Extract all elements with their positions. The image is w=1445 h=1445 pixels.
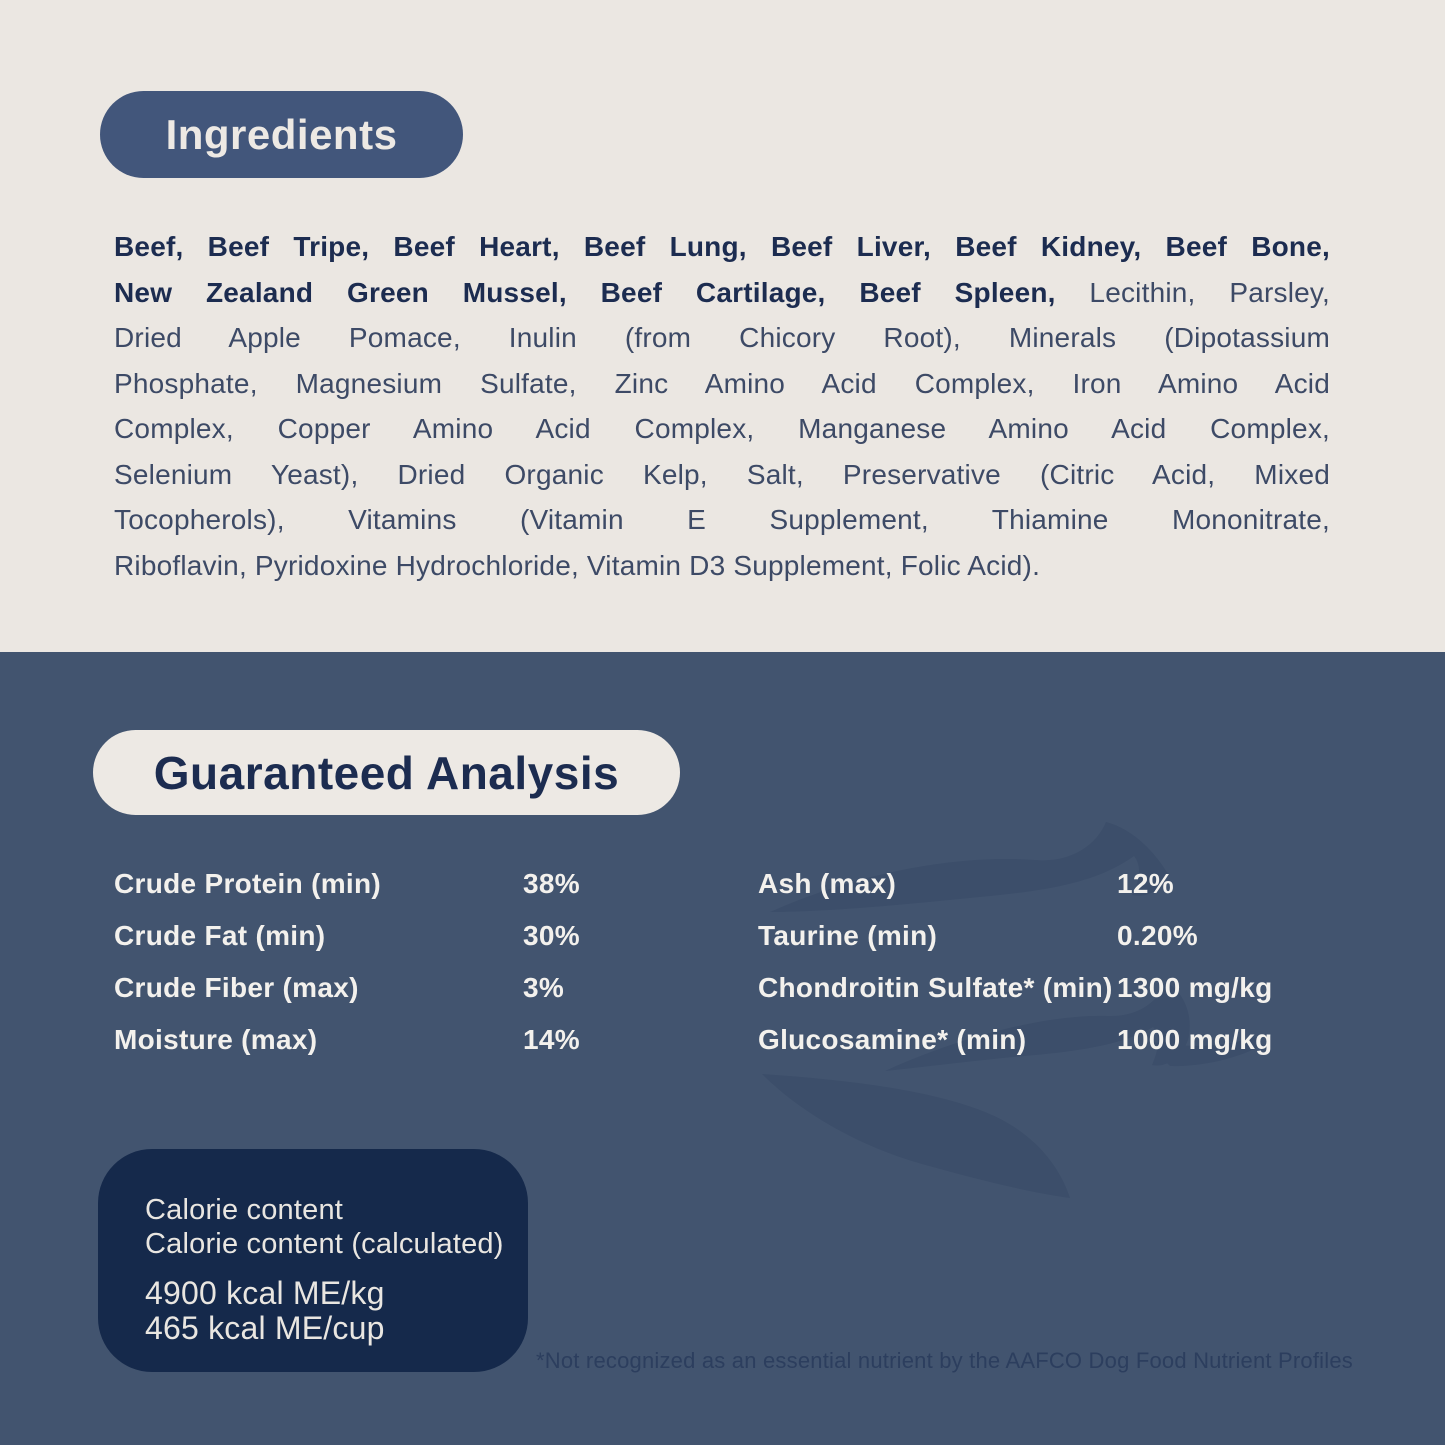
analysis-label: Glucosamine* (min) — [758, 1024, 1027, 1055]
ingredient-secondary-text: Dried Apple Pomace, Inulin (from Chicory… — [114, 322, 1330, 353]
analysis-label: Crude Protein (min) — [114, 868, 382, 899]
ingredient-primary-text: Beef, Beef Tripe, Beef Heart, Beef Lung,… — [114, 231, 1330, 262]
analysis-row: Crude Fat (min) 30% — [114, 910, 734, 962]
analysis-value: 0.20% — [1117, 920, 1198, 951]
analysis-value: 1300 mg/kg — [1117, 972, 1273, 1003]
calorie-value-line: 4900 kcal ME/kg — [145, 1275, 385, 1311]
analysis-value: 12% — [1117, 868, 1174, 899]
calorie-content-values: 4900 kcal ME/kg 465 kcal ME/cup — [145, 1276, 508, 1346]
ingredients-line: Beef, Beef Tripe, Beef Heart, Beef Lung,… — [114, 224, 1330, 270]
analysis-value: 14% — [523, 1024, 580, 1055]
ingredient-secondary-text: Selenium Yeast), Dried Organic Kelp, Sal… — [114, 458, 1330, 490]
guaranteed-analysis-column-right: Ash (max) 12% Taurine (min) 0.20% Chondroiti… — [758, 858, 1398, 1066]
analysis-value: 1000 mg/kg — [1117, 1024, 1273, 1055]
ingredients-section: Ingredients Beef, Beef Tripe, Beef Heart… — [0, 0, 1445, 652]
analysis-value: 30% — [523, 920, 580, 951]
analysis-label: Ash (max) — [758, 868, 897, 899]
calorie-value-line: 465 kcal ME/cup — [145, 1310, 385, 1346]
ingredient-secondary-text: Lecithin, Parsley, — [1055, 276, 1330, 308]
analysis-label: Crude Fiber (max) — [114, 972, 359, 1003]
ingredients-heading: Ingredients — [165, 110, 398, 158]
ingredients-line: Tocopherols), Vitamins (Vitamin E Supple… — [114, 497, 1330, 543]
analysis-row: Crude Protein (min) 38% — [114, 858, 734, 910]
analysis-row: Crude Fiber (max) 3% — [114, 962, 734, 1014]
analysis-label: Chondroitin Sulfate* (min) — [758, 972, 1113, 1003]
calorie-title-line: Calorie content (calculated) — [145, 1228, 504, 1260]
ingredients-line: Riboflavin, Pyridoxine Hydrochloride, Vi… — [114, 543, 1330, 589]
ingredient-primary-text: New Zealand Green Mussel, Beef Cartilage… — [114, 276, 1056, 308]
analysis-row: Ash (max) 12% — [758, 858, 1398, 910]
ingredients-list: Beef, Beef Tripe, Beef Heart, Beef Lung,… — [114, 224, 1330, 588]
analysis-row: Glucosamine* (min) 1000 mg/kg — [758, 1014, 1398, 1066]
ingredient-secondary-text: Complex, Copper Amino Acid Complex, Mang… — [114, 413, 1330, 444]
guaranteed-analysis-section: Guaranteed Analysis Crude Protein (min) 3… — [0, 652, 1445, 1445]
guaranteed-analysis-heading: Guaranteed Analysis — [153, 746, 620, 799]
analysis-value: 38% — [523, 868, 580, 899]
ingredient-secondary-text: Phosphate, Magnesium Sulfate, Zinc Amino… — [114, 367, 1330, 399]
ingredients-heading-pill: Ingredients — [100, 91, 463, 178]
ingredients-line: Dried Apple Pomace, Inulin (from Chicory… — [114, 315, 1330, 361]
guaranteed-analysis-column-left: Crude Protein (min) 38% Crude Fat (min) 30%… — [114, 858, 734, 1066]
analysis-label: Moisture (max) — [114, 1024, 318, 1055]
calorie-title-line: Calorie content — [145, 1194, 344, 1226]
ingredients-line: Phosphate, Magnesium Sulfate, Zinc Amino… — [114, 361, 1330, 407]
analysis-row: Taurine (min) 0.20% — [758, 910, 1398, 962]
ingredient-secondary-text: Riboflavin, Pyridoxine Hydrochloride, Vi… — [114, 549, 1041, 581]
analysis-row: Moisture (max) 14% — [114, 1014, 734, 1066]
ingredients-line: Complex, Copper Amino Acid Complex, Mang… — [114, 406, 1330, 452]
calorie-content-titles: Calorie content Calorie content (calculat… — [145, 1193, 508, 1261]
analysis-label: Crude Fat (min) — [114, 920, 326, 951]
analysis-label: Taurine (min) — [758, 920, 938, 951]
analysis-row: Chondroitin Sulfate* (min) 1300 mg/kg — [758, 962, 1398, 1014]
ingredients-line: Selenium Yeast), Dried Organic Kelp, Sal… — [114, 452, 1330, 498]
ingredient-secondary-text: Tocopherols), Vitamins (Vitamin E Supple… — [114, 504, 1330, 535]
ingredients-line: New Zealand Green Mussel, Beef Cartilage… — [114, 270, 1330, 316]
analysis-value: 3% — [523, 972, 565, 1003]
guaranteed-analysis-heading-pill: Guaranteed Analysis — [93, 730, 680, 815]
aafco-footnote: *Not recognized as an essential nutrient… — [536, 1348, 1353, 1373]
calorie-content-box: Calorie content Calorie content (calculat… — [98, 1149, 528, 1372]
